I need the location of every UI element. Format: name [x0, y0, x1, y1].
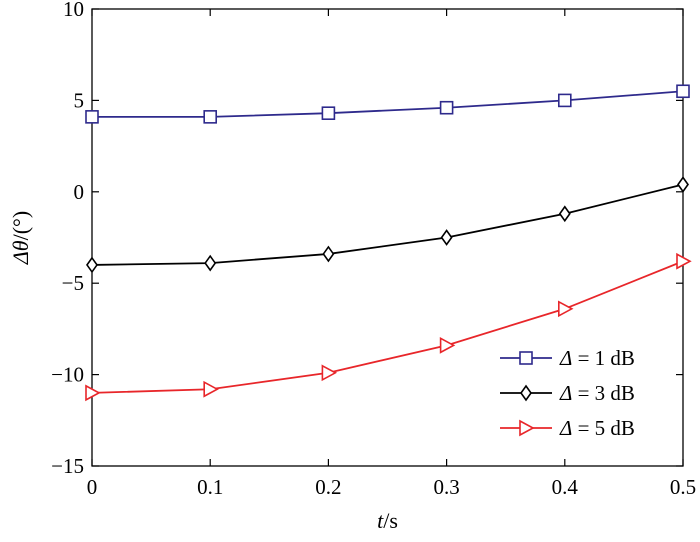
data-point [203, 380, 219, 398]
legend-label: Δ = 1 dB [559, 346, 635, 370]
x-tick-label: 0.5 [670, 475, 696, 499]
data-point [204, 254, 217, 272]
y-tick-label: −10 [51, 363, 84, 387]
data-point [677, 176, 689, 193]
data-point [322, 245, 335, 263]
legend-item: Δ = 5 dB [500, 416, 635, 440]
x-tick-label: 0.3 [433, 475, 459, 499]
legend-label: Δ = 3 dB [559, 381, 635, 405]
data-point [557, 300, 574, 318]
data-point [85, 110, 99, 124]
legend-label: Δ = 5 dB [559, 416, 635, 440]
y-tick-label: −15 [51, 454, 84, 478]
data-point [676, 252, 692, 270]
data-point [557, 93, 572, 108]
x-tick-label: 0.1 [197, 475, 223, 499]
data-point [203, 110, 217, 124]
series-1 [85, 84, 690, 124]
data-point [321, 364, 338, 382]
x-tick-label: 0 [87, 475, 98, 499]
x-axis-label-text: t/s [377, 508, 398, 533]
plot-frame [91, 8, 684, 467]
data-point [85, 384, 101, 402]
x-tick-label: 0.4 [552, 475, 579, 499]
legend-item: Δ = 1 dB [500, 346, 635, 370]
series-2 [86, 176, 689, 274]
series-3 [85, 252, 692, 402]
series-line [91, 260, 684, 394]
data-point [439, 100, 454, 115]
y-tick-label: 5 [74, 88, 85, 112]
y-tick-label: 0 [74, 180, 85, 204]
legend-marker [520, 384, 532, 402]
data-point [321, 106, 336, 120]
series-line [91, 183, 684, 266]
data-point [439, 337, 456, 354]
y-axis-label-text: Δθ/(°) [8, 211, 33, 265]
x-axis-label: t/s [377, 508, 398, 533]
data-point [558, 205, 571, 223]
legend-marker [519, 419, 535, 437]
legend-marker [519, 351, 533, 365]
series-line [92, 90, 684, 118]
x-tick-label: 0.2 [315, 475, 341, 499]
y-axis-label: Δθ/(°) [8, 211, 33, 265]
legend-item: Δ = 3 dB [500, 381, 635, 405]
data-point [676, 84, 690, 99]
y-tick-label: −5 [62, 271, 84, 295]
legend: Δ = 1 dB Δ = 3 dB Δ = 5 dB [500, 346, 635, 440]
data-point [440, 229, 453, 246]
data-point [86, 256, 98, 274]
y-tick-label: 10 [63, 0, 84, 21]
